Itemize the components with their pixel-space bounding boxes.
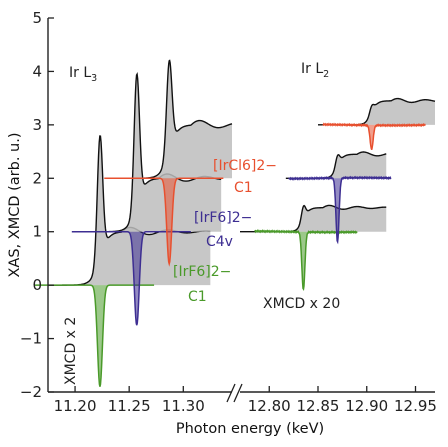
tick-layer: 5 4 3 2 1 0 −1 −2 11.20 11.25 11.30 12.80 12.85 12.90… [20,9,437,415]
label-xmcd-x2: XMCD x 2 [63,317,79,385]
y-tick-label: 5 [32,9,42,27]
axis-break-mark-1 [226,383,236,403]
x-tick-label: 12.95 [394,397,437,415]
x-axis-title: Photon energy (keV) [176,421,324,437]
axes-frame [47,18,435,403]
edge-label-l2: Ir L2 [301,61,329,80]
x-tick-label: 11.20 [54,397,97,415]
y-tick-label: 3 [32,116,42,134]
xas-fill-l2-3 [240,205,387,232]
y-tick-label: 2 [32,169,42,187]
y-tick-label: 1 [32,223,42,241]
y-axis-title: XAS, XMCD (arb. u.) [7,133,23,278]
label-xmcd-x20: XMCD x 20 [263,296,340,312]
xmcd-line-l2-4 [288,175,392,245]
label-irf6-c4v-symmetry: C4v [206,234,233,250]
x-tick-label: 12.80 [248,397,291,415]
x-tick-label: 12.90 [345,397,388,415]
label-irf6-c4v-formula: [IrF6]2− [194,210,252,226]
label-ircl6-symmetry: C1 [234,180,253,196]
y-tick-label: 0 [32,276,42,294]
xas-fill-l2-4 [285,152,387,179]
y-tick-label: −1 [20,330,42,348]
label-irf6-symmetry: C1 [188,289,207,305]
edge-label-l3: Ir L3 [69,65,97,84]
xas-fill-l3-2 [116,60,232,179]
plot-area [35,59,436,387]
x-tick-label: 11.25 [108,397,151,415]
axis-break-mark-2 [233,383,243,403]
xas-fill-l2-5 [318,98,435,125]
xmcd-line-l3-2 [104,177,224,267]
y-tick-label: −2 [20,383,42,401]
label-irf6-formula: [IrF6]2− [173,264,231,280]
xmcd-line-l2-3 [254,229,358,292]
xmcd-line-l2-5 [322,122,426,151]
y-tick-label: 4 [32,62,42,80]
label-ircl6-formula: [IrCl6]2− [213,158,277,174]
x-tick-label: 11.30 [162,397,205,415]
x-tick-label: 12.85 [297,397,340,415]
xas-fill-l3-1 [78,74,222,232]
